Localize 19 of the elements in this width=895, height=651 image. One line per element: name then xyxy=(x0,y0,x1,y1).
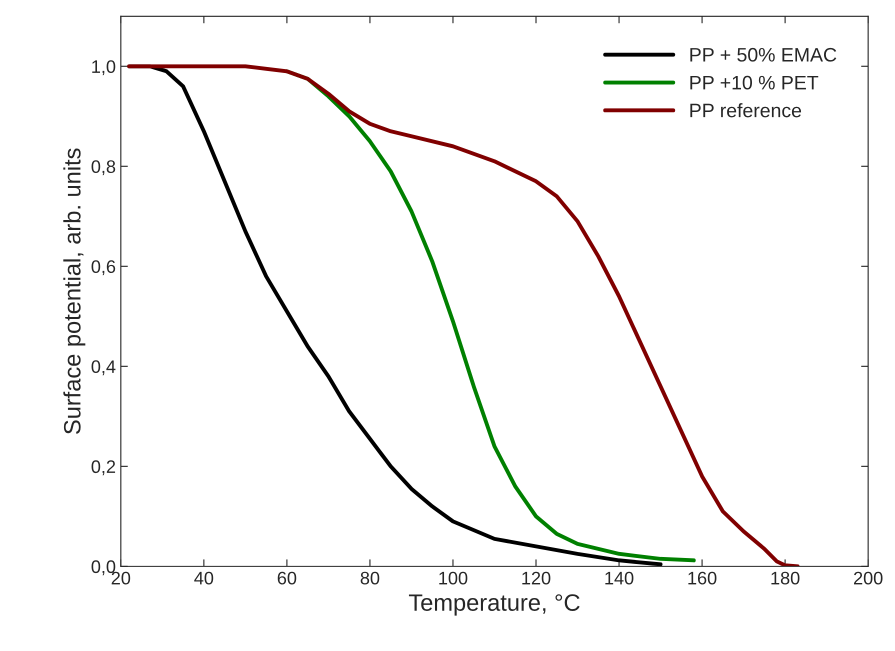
x-axis-title: Temperature, °C xyxy=(408,594,580,616)
x-tick-label: 60 xyxy=(278,572,296,584)
x-tick-label: 140 xyxy=(605,572,634,584)
y-tick-label: 1,0 xyxy=(92,60,116,76)
x-tick-label: 40 xyxy=(194,572,214,584)
legend-label: PP +10 % PET xyxy=(690,76,818,90)
y-tick-label: 0,4 xyxy=(92,360,116,376)
y-tick-label: 0,6 xyxy=(92,260,116,276)
x-tick-label: 120 xyxy=(522,572,550,584)
x-tick-label: 160 xyxy=(688,572,716,584)
legend-label: PP reference xyxy=(690,103,802,118)
y-tick-label: 0,2 xyxy=(92,460,116,476)
x-tick-label: 100 xyxy=(439,572,468,584)
legend-label: PP + 50% EMAC xyxy=(690,48,836,62)
x-tick-label: 80 xyxy=(360,572,380,584)
y-axis-title: Surface potential, arb. units xyxy=(63,148,86,434)
x-tick-label: 200 xyxy=(854,572,883,584)
x-tick-label: 180 xyxy=(771,572,800,584)
y-tick-label: 0,8 xyxy=(92,160,116,176)
